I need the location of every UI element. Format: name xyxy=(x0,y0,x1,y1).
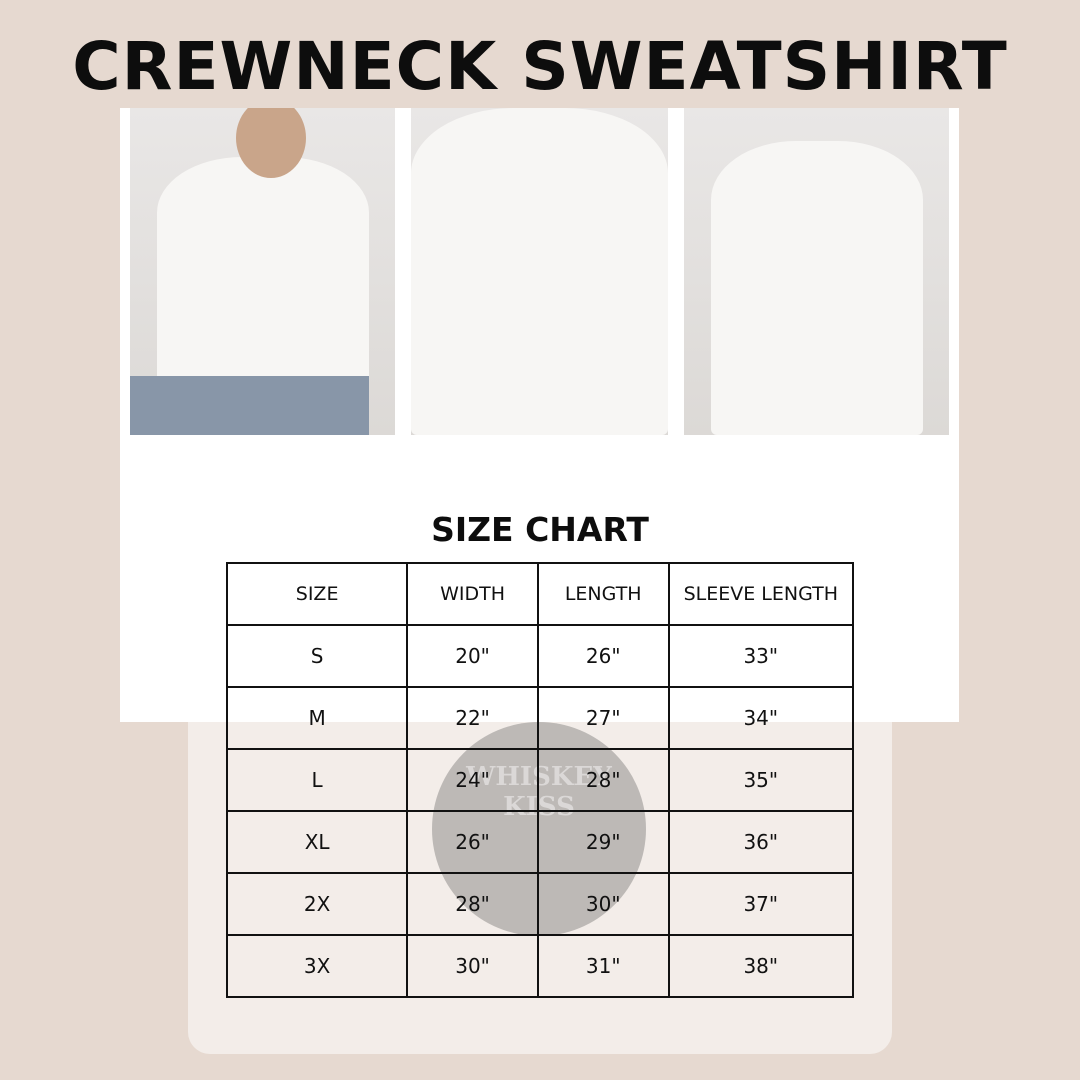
table-cell: 34" xyxy=(667,686,855,750)
table-cell: 35" xyxy=(667,748,855,812)
table-cell: 30" xyxy=(536,872,670,936)
table-cell: L xyxy=(225,748,409,812)
table-row: 3X 30" 31" 38" xyxy=(225,934,855,998)
table-cell: 33" xyxy=(667,624,855,688)
model-photo-woman-front xyxy=(411,108,668,435)
table-cell: 30" xyxy=(406,934,539,998)
size-chart-title: SIZE CHART xyxy=(431,510,649,549)
table-cell: 22" xyxy=(406,686,539,750)
header-cell: LENGTH xyxy=(536,562,670,626)
table-cell: 36" xyxy=(667,810,855,874)
header-cell: WIDTH xyxy=(406,562,539,626)
model-photo-woman-side xyxy=(684,108,949,435)
table-row: M 22" 27" 34" xyxy=(225,686,855,750)
table-cell: 37" xyxy=(667,872,855,936)
table-cell: 20" xyxy=(406,624,539,688)
table-cell: M xyxy=(225,686,409,750)
table-cell: 31" xyxy=(536,934,670,998)
table-cell: 28" xyxy=(406,872,539,936)
table-row: 2X 28" 30" 37" xyxy=(225,872,855,936)
header-cell: SIZE xyxy=(225,562,409,626)
table-cell: 26" xyxy=(536,624,670,688)
table-cell: 28" xyxy=(536,748,670,812)
table-cell: 24" xyxy=(406,748,539,812)
table-cell: 2X xyxy=(225,872,409,936)
header-cell: SLEEVE LENGTH xyxy=(667,562,855,626)
model-photo-man xyxy=(130,108,395,435)
table-cell: 27" xyxy=(536,686,670,750)
table-cell: 38" xyxy=(667,934,855,998)
table-cell: S xyxy=(225,624,409,688)
page-title: CREWNECK SWEATSHIRT xyxy=(72,28,1008,105)
size-chart-table: SIZE WIDTH LENGTH SLEEVE LENGTH S 20" 26" 3… xyxy=(225,562,855,998)
table-cell: 26" xyxy=(406,810,539,874)
table-cell: 3X xyxy=(225,934,409,998)
table-row: XL 26" 29" 36" xyxy=(225,810,855,874)
table-row: L 24" 28" 35" xyxy=(225,748,855,812)
table-cell: 29" xyxy=(536,810,670,874)
table-row: S 20" 26" 33" xyxy=(225,624,855,688)
table-header-row: SIZE WIDTH LENGTH SLEEVE LENGTH xyxy=(225,562,855,626)
table-cell: XL xyxy=(225,810,409,874)
